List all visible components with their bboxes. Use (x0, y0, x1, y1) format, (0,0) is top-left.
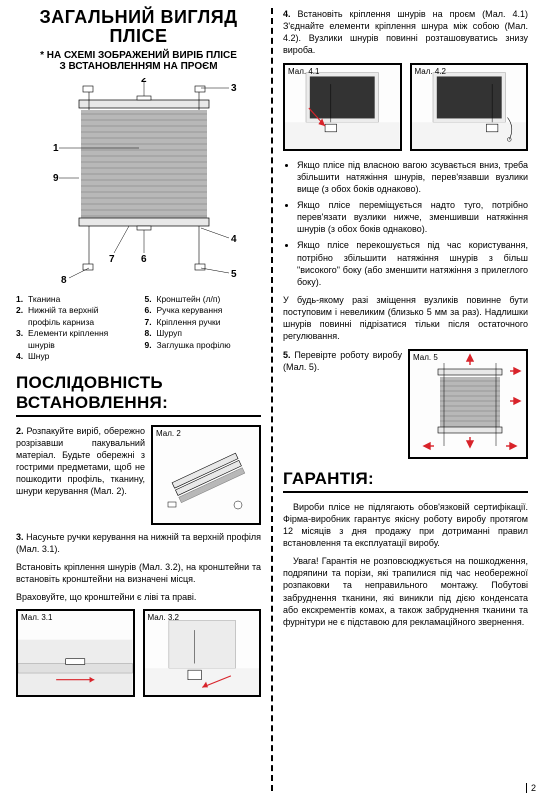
column-divider (271, 8, 273, 791)
legend-num: 1. (16, 294, 28, 305)
legend-text: Шуруп (157, 328, 182, 339)
fig5-label: Мал. 5 (413, 353, 438, 362)
install-heading: ПОСЛІДОВНІСТЬ ВСТАНОВЛЕННЯ: (16, 373, 261, 417)
fig2: Мал. 2 (151, 425, 261, 525)
legend-num: 8. (145, 328, 157, 339)
legend-num: 9. (145, 340, 157, 351)
svg-text:6: 6 (141, 254, 147, 265)
legend-text: Кріплення ручки (157, 317, 221, 328)
step4-para: 4. Встановіть кріплення шнурів на проєм … (283, 8, 528, 57)
fig42-label: Мал. 4.2 (415, 67, 446, 76)
step3-text1: Насуньте ручки керування на нижній та ве… (16, 532, 261, 554)
step3-para1: 3. Насуньте ручки керування на нижній та… (16, 531, 261, 555)
subtitle: * НА СХЕМІ ЗОБРАЖЕНИЙ ВИРІБ ПЛІСЕ З ВСТА… (16, 50, 261, 72)
svg-text:7: 7 (109, 254, 115, 265)
bullet-item: Якщо плісе під власною вагою зсувається … (297, 159, 528, 195)
step5-text: 5. Перевірте роботу виробу (Мал. 5). (283, 349, 402, 459)
page-number: 2 (526, 783, 536, 793)
legend: 1.Тканина 2.Нижній та верхній профіль ка… (16, 294, 261, 363)
note-para: У будь-якому разі зміщення вузликів пови… (283, 294, 528, 343)
adjustment-bullets: Якщо плісе під власною вагою зсувається … (283, 159, 528, 288)
fig42: Мал. 4.2 (410, 63, 529, 151)
step2-num: 2. (16, 426, 24, 436)
fig5-illustration (410, 351, 528, 459)
blind-illustration: 1 2 3 4 5 6 7 8 9 (19, 78, 259, 288)
legend-text: Кронштейн (л/п) (157, 294, 221, 305)
legend-num: 5. (145, 294, 157, 305)
fig2-illustration (153, 427, 261, 525)
step2-body: Розпакуйте виріб, обережно розрізавши па… (16, 426, 145, 497)
legend-text: Нижній та верхній профіль карниза (28, 305, 133, 328)
legend-text: Ручка керування (157, 305, 223, 316)
fig31: Мал. 3.1 (16, 609, 135, 697)
legend-num: 7. (145, 317, 157, 328)
step5-num: 5. (283, 350, 291, 360)
step3-para2: Встановіть кріплення шнурів (Мал. 3.2), … (16, 561, 261, 585)
title: ЗАГАЛЬНИЙ ВИГЛЯД ПЛІСЕ (16, 8, 261, 46)
main-diagram: 1 2 3 4 5 6 7 8 9 (16, 78, 261, 288)
svg-text:4: 4 (231, 234, 237, 245)
warranty-heading: ГАРАНТІЯ: (283, 469, 528, 493)
fig41: Мал. 4.1 (283, 63, 402, 151)
subtitle-line2: З ВСТАНОВЛЕННЯМ НА ПРОЄМ (59, 61, 217, 72)
fig31-illustration (18, 611, 133, 695)
svg-text:9: 9 (53, 173, 59, 184)
fig5: Мал. 5 (408, 349, 528, 459)
fig2-label: Мал. 2 (156, 429, 181, 438)
title-line2: ПЛІСЕ (109, 26, 167, 46)
step5-body: Перевірте роботу виробу (Мал. 5). (283, 350, 402, 372)
step4-text: Встановіть кріплення шнурів на проєм (Ма… (283, 9, 528, 55)
legend-text: Елементи кріплення шнурів (28, 328, 133, 351)
fig41-label: Мал. 4.1 (288, 67, 319, 76)
warranty-p2: Увага! Гарантія не розповсюджується на п… (283, 555, 528, 628)
svg-text:1: 1 (53, 143, 59, 154)
bullet-item: Якщо плісе переміщується надто туго, пот… (297, 199, 528, 235)
fig32-label: Мал. 3.2 (148, 613, 179, 622)
fig32: Мал. 3.2 (143, 609, 262, 697)
svg-text:8: 8 (61, 275, 67, 286)
fig41-illustration (285, 65, 400, 149)
legend-text: Тканина (28, 294, 60, 305)
legend-num: 3. (16, 328, 28, 351)
legend-num: 6. (145, 305, 157, 316)
svg-text:5: 5 (231, 269, 237, 280)
legend-num: 4. (16, 351, 28, 362)
legend-text: Шнур (28, 351, 49, 362)
step3-num: 3. (16, 532, 24, 542)
title-line1: ЗАГАЛЬНИЙ ВИГЛЯД (39, 7, 237, 27)
legend-num: 2. (16, 305, 28, 328)
svg-text:2: 2 (141, 78, 147, 85)
step3-para3: Враховуйте, що кронштейни є ліві та прав… (16, 591, 261, 603)
svg-text:3: 3 (231, 83, 237, 94)
fig32-illustration (145, 611, 260, 695)
legend-text: Заглушка профілю (157, 340, 231, 351)
step2-text: 2. Розпакуйте виріб, обережно розрізавши… (16, 425, 145, 525)
fig31-label: Мал. 3.1 (21, 613, 52, 622)
subtitle-line1: * НА СХЕМІ ЗОБРАЖЕНИЙ ВИРІБ ПЛІСЕ (40, 50, 237, 61)
fig42-illustration (412, 65, 527, 149)
bullet-item: Якщо плісе перекошується під час користу… (297, 239, 528, 288)
step4-num: 4. (283, 9, 291, 19)
warranty-p1: Вироби плісе не підлягають обов'язковій … (283, 501, 528, 550)
